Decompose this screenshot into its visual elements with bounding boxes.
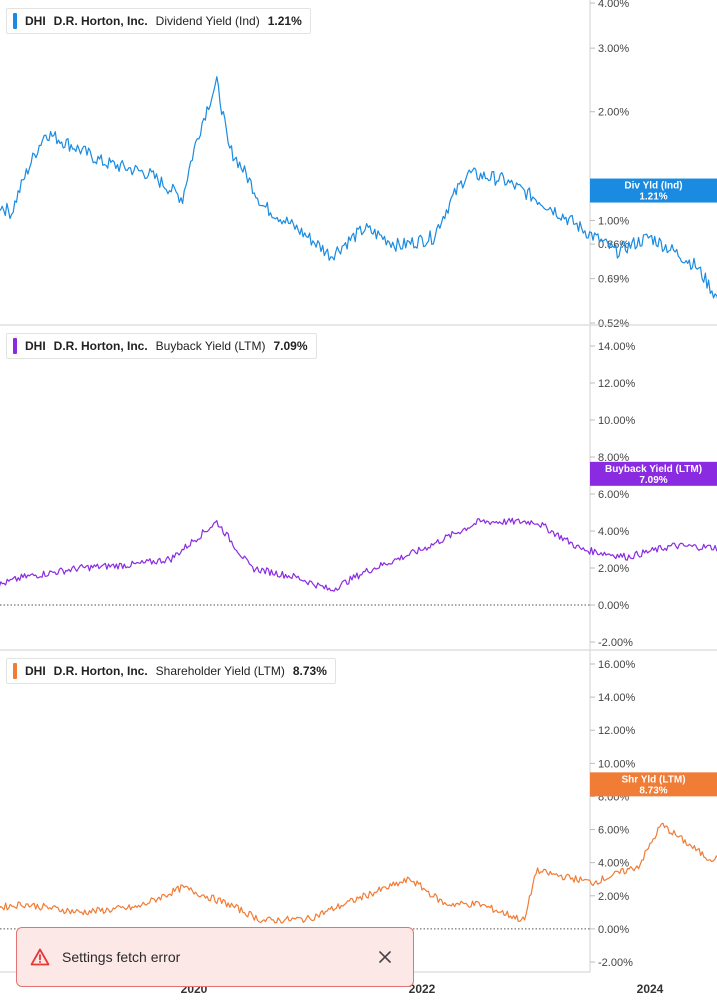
metric-value: 8.73%: [292, 664, 327, 678]
y-tick-label: 3.00%: [598, 43, 629, 55]
value-callout-value: 8.73%: [639, 785, 667, 796]
shareholder-yield-legend[interactable]: DHI D.R. Horton, Inc. Shareholder Yield …: [6, 658, 336, 684]
company-label: D.R. Horton, Inc.: [53, 339, 148, 353]
series-color-swatch: [13, 13, 17, 29]
y-tick-label: 2.00%: [598, 891, 629, 903]
company-label: D.R. Horton, Inc.: [53, 664, 148, 678]
y-tick-label: 2.00%: [598, 563, 629, 575]
close-icon[interactable]: [365, 937, 405, 977]
series-line: [0, 822, 717, 924]
y-tick-label: 12.00%: [598, 725, 636, 737]
y-tick-label: 4.00%: [598, 858, 629, 870]
ticker-label: DHI: [25, 664, 46, 678]
value-callout: [590, 461, 717, 486]
buyback-yield-legend[interactable]: DHI D.R. Horton, Inc. Buyback Yield (LTM…: [6, 333, 317, 359]
y-tick-label: 10.00%: [598, 758, 636, 770]
metric-value: 1.21%: [267, 14, 302, 28]
y-tick-label: 14.00%: [598, 692, 636, 704]
x-tick-label: 2024: [637, 982, 664, 996]
y-tick-label: 2.00%: [598, 107, 629, 119]
y-tick-label: -2.00%: [598, 637, 633, 649]
y-tick-label: 16.00%: [598, 659, 636, 671]
series-line: [0, 76, 717, 299]
y-tick-label: 0.69%: [598, 274, 629, 286]
y-tick-label: 0.00%: [598, 600, 629, 612]
y-tick-label: 0.52%: [598, 318, 629, 330]
ticker-label: DHI: [25, 14, 46, 28]
series-color-swatch: [13, 663, 17, 679]
ticker-label: DHI: [25, 339, 46, 353]
toast-message: Settings fetch error: [62, 949, 181, 965]
y-tick-label: 0.00%: [598, 924, 629, 936]
y-tick-label: 6.00%: [598, 825, 629, 837]
y-tick-label: 1.00%: [598, 215, 629, 227]
value-callout: [590, 178, 717, 203]
y-tick-label: 4.00%: [598, 0, 629, 10]
dividend-yield-legend[interactable]: DHI D.R. Horton, Inc. Dividend Yield (In…: [6, 8, 311, 34]
y-tick-label: 14.00%: [598, 341, 636, 353]
value-callout-value: 7.09%: [639, 475, 667, 486]
y-tick-label: 12.00%: [598, 378, 636, 390]
value-callout-label: Div Yld (Ind): [624, 181, 682, 192]
y-tick-label: -2.00%: [598, 957, 633, 969]
value-callout-label: Buyback Yield (LTM): [605, 464, 702, 475]
x-tick-label: 2022: [409, 982, 436, 996]
y-tick-label: 6.00%: [598, 489, 629, 501]
metric-label: Shareholder Yield (LTM): [155, 664, 285, 678]
metric-value: 7.09%: [273, 339, 308, 353]
y-tick-label: 4.00%: [598, 526, 629, 538]
metric-label: Dividend Yield (Ind): [155, 14, 260, 28]
series-color-swatch: [13, 338, 17, 354]
company-label: D.R. Horton, Inc.: [53, 14, 148, 28]
warning-icon: [30, 947, 50, 967]
value-callout-value: 1.21%: [639, 192, 667, 203]
value-callout-label: Shr Yld (LTM): [621, 774, 685, 785]
y-tick-label: 0.86%: [598, 239, 629, 251]
metric-label: Buyback Yield (LTM): [155, 339, 266, 353]
y-tick-label: 8.00%: [598, 452, 629, 464]
value-callout: [590, 772, 717, 797]
series-line: [0, 517, 717, 592]
error-toast: Settings fetch error: [16, 927, 414, 987]
y-tick-label: 10.00%: [598, 415, 636, 427]
